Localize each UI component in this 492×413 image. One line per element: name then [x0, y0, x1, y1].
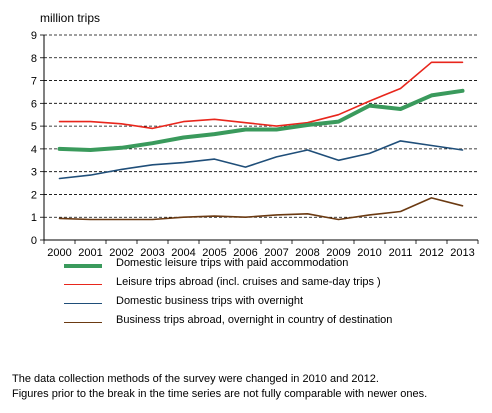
y-tick-label: 6	[31, 98, 37, 110]
legend-item: Domestic leisure trips with paid accommo…	[64, 256, 484, 275]
x-tick-label: 2005	[202, 247, 226, 256]
line-chart: million trips 0 1 2 3 4 5 6 7 8 9 2000 2001 2002 2003 2…	[31, 11, 479, 256]
x-tick-label: 2010	[357, 247, 381, 256]
legend-label: Domestic business trips with overnight	[116, 295, 304, 307]
series-line	[58, 197, 464, 221]
legend-label: Domestic leisure trips with paid accommo…	[116, 257, 349, 269]
legend-swatch	[64, 263, 102, 268]
x-tick-label: 2000	[47, 247, 71, 256]
legend-item: Domestic business trips with overnight	[64, 294, 484, 313]
y-tick-label: 0	[31, 235, 37, 247]
legend-item: Business trips abroad, overnight in coun…	[64, 313, 484, 332]
legend-swatch	[64, 321, 102, 324]
x-tick-label: 2008	[295, 247, 319, 256]
legend-swatch	[64, 283, 102, 286]
footnote-line: The data collection methods of the surve…	[12, 373, 379, 385]
series-line	[58, 140, 464, 180]
series-line	[58, 61, 464, 130]
y-tick-label: 2	[31, 189, 37, 201]
legend-label: Leisure trips abroad (incl. cruises and …	[116, 276, 381, 288]
x-tick-label: 2002	[109, 247, 133, 256]
series-line	[57, 88, 465, 152]
y-tick-label: 9	[31, 30, 37, 42]
x-tick-label: 2001	[78, 247, 102, 256]
y-tick-label: 8	[31, 53, 37, 65]
legend-item: Leisure trips abroad (incl. cruises and …	[64, 275, 484, 294]
chart-footnote: The data collection methods of the surve…	[12, 372, 482, 402]
x-tick-label: 2013	[450, 247, 474, 256]
x-tick-label: 2003	[140, 247, 164, 256]
y-axis-title: million trips	[40, 11, 100, 25]
footnote-line: Figures prior to the break in the time s…	[12, 388, 428, 400]
legend-swatch	[64, 302, 102, 305]
chart-legend: Domestic leisure trips with paid accommo…	[64, 256, 484, 332]
y-tick-label: 5	[31, 121, 37, 133]
x-tick-label: 2011	[389, 247, 413, 256]
legend-label: Business trips abroad, overnight in coun…	[116, 314, 393, 326]
x-tick-label: 2004	[171, 247, 195, 256]
x-tick-label: 2006	[233, 247, 257, 256]
x-tick-label: 2012	[419, 247, 443, 256]
y-tick-label: 3	[31, 167, 37, 179]
y-tick-label: 7	[31, 76, 37, 88]
y-tick-label: 1	[31, 212, 37, 224]
x-tick-label: 2007	[264, 247, 288, 256]
y-tick-label: 4	[31, 144, 37, 156]
x-tick-label: 2009	[326, 247, 350, 256]
